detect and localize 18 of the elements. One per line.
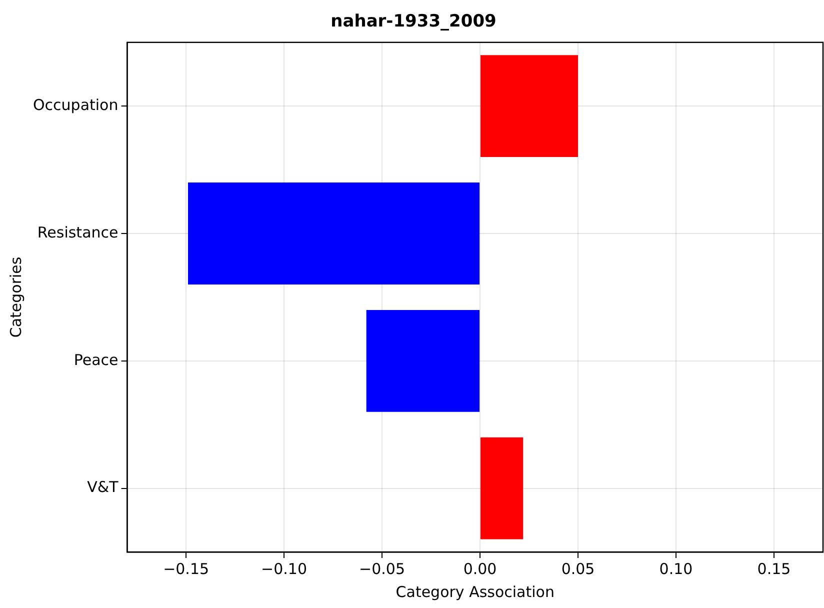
y-tick-label: Resistance (37, 223, 118, 242)
x-tick-label: 0.00 (463, 560, 497, 578)
chart-title: nahar-1933_2009 (330, 12, 496, 32)
bar (188, 182, 480, 284)
x-axis-title: Category Association (396, 582, 554, 601)
bar (480, 55, 578, 158)
bar (480, 437, 524, 540)
y-tick-label: Peace (74, 350, 118, 369)
x-tick-label: 0.15 (757, 560, 791, 578)
x-tick-label: 0.05 (561, 560, 595, 578)
bar (366, 310, 480, 412)
x-tick-label: −0.15 (163, 560, 210, 578)
y-tick-label: Occupation (32, 96, 118, 114)
y-tick-label: V&T (87, 478, 120, 496)
y-axis-title: Categories (6, 256, 25, 338)
x-tick-label: 0.10 (659, 560, 693, 578)
x-tick-label: −0.10 (261, 560, 308, 578)
x-tick-label: −0.05 (359, 560, 406, 578)
